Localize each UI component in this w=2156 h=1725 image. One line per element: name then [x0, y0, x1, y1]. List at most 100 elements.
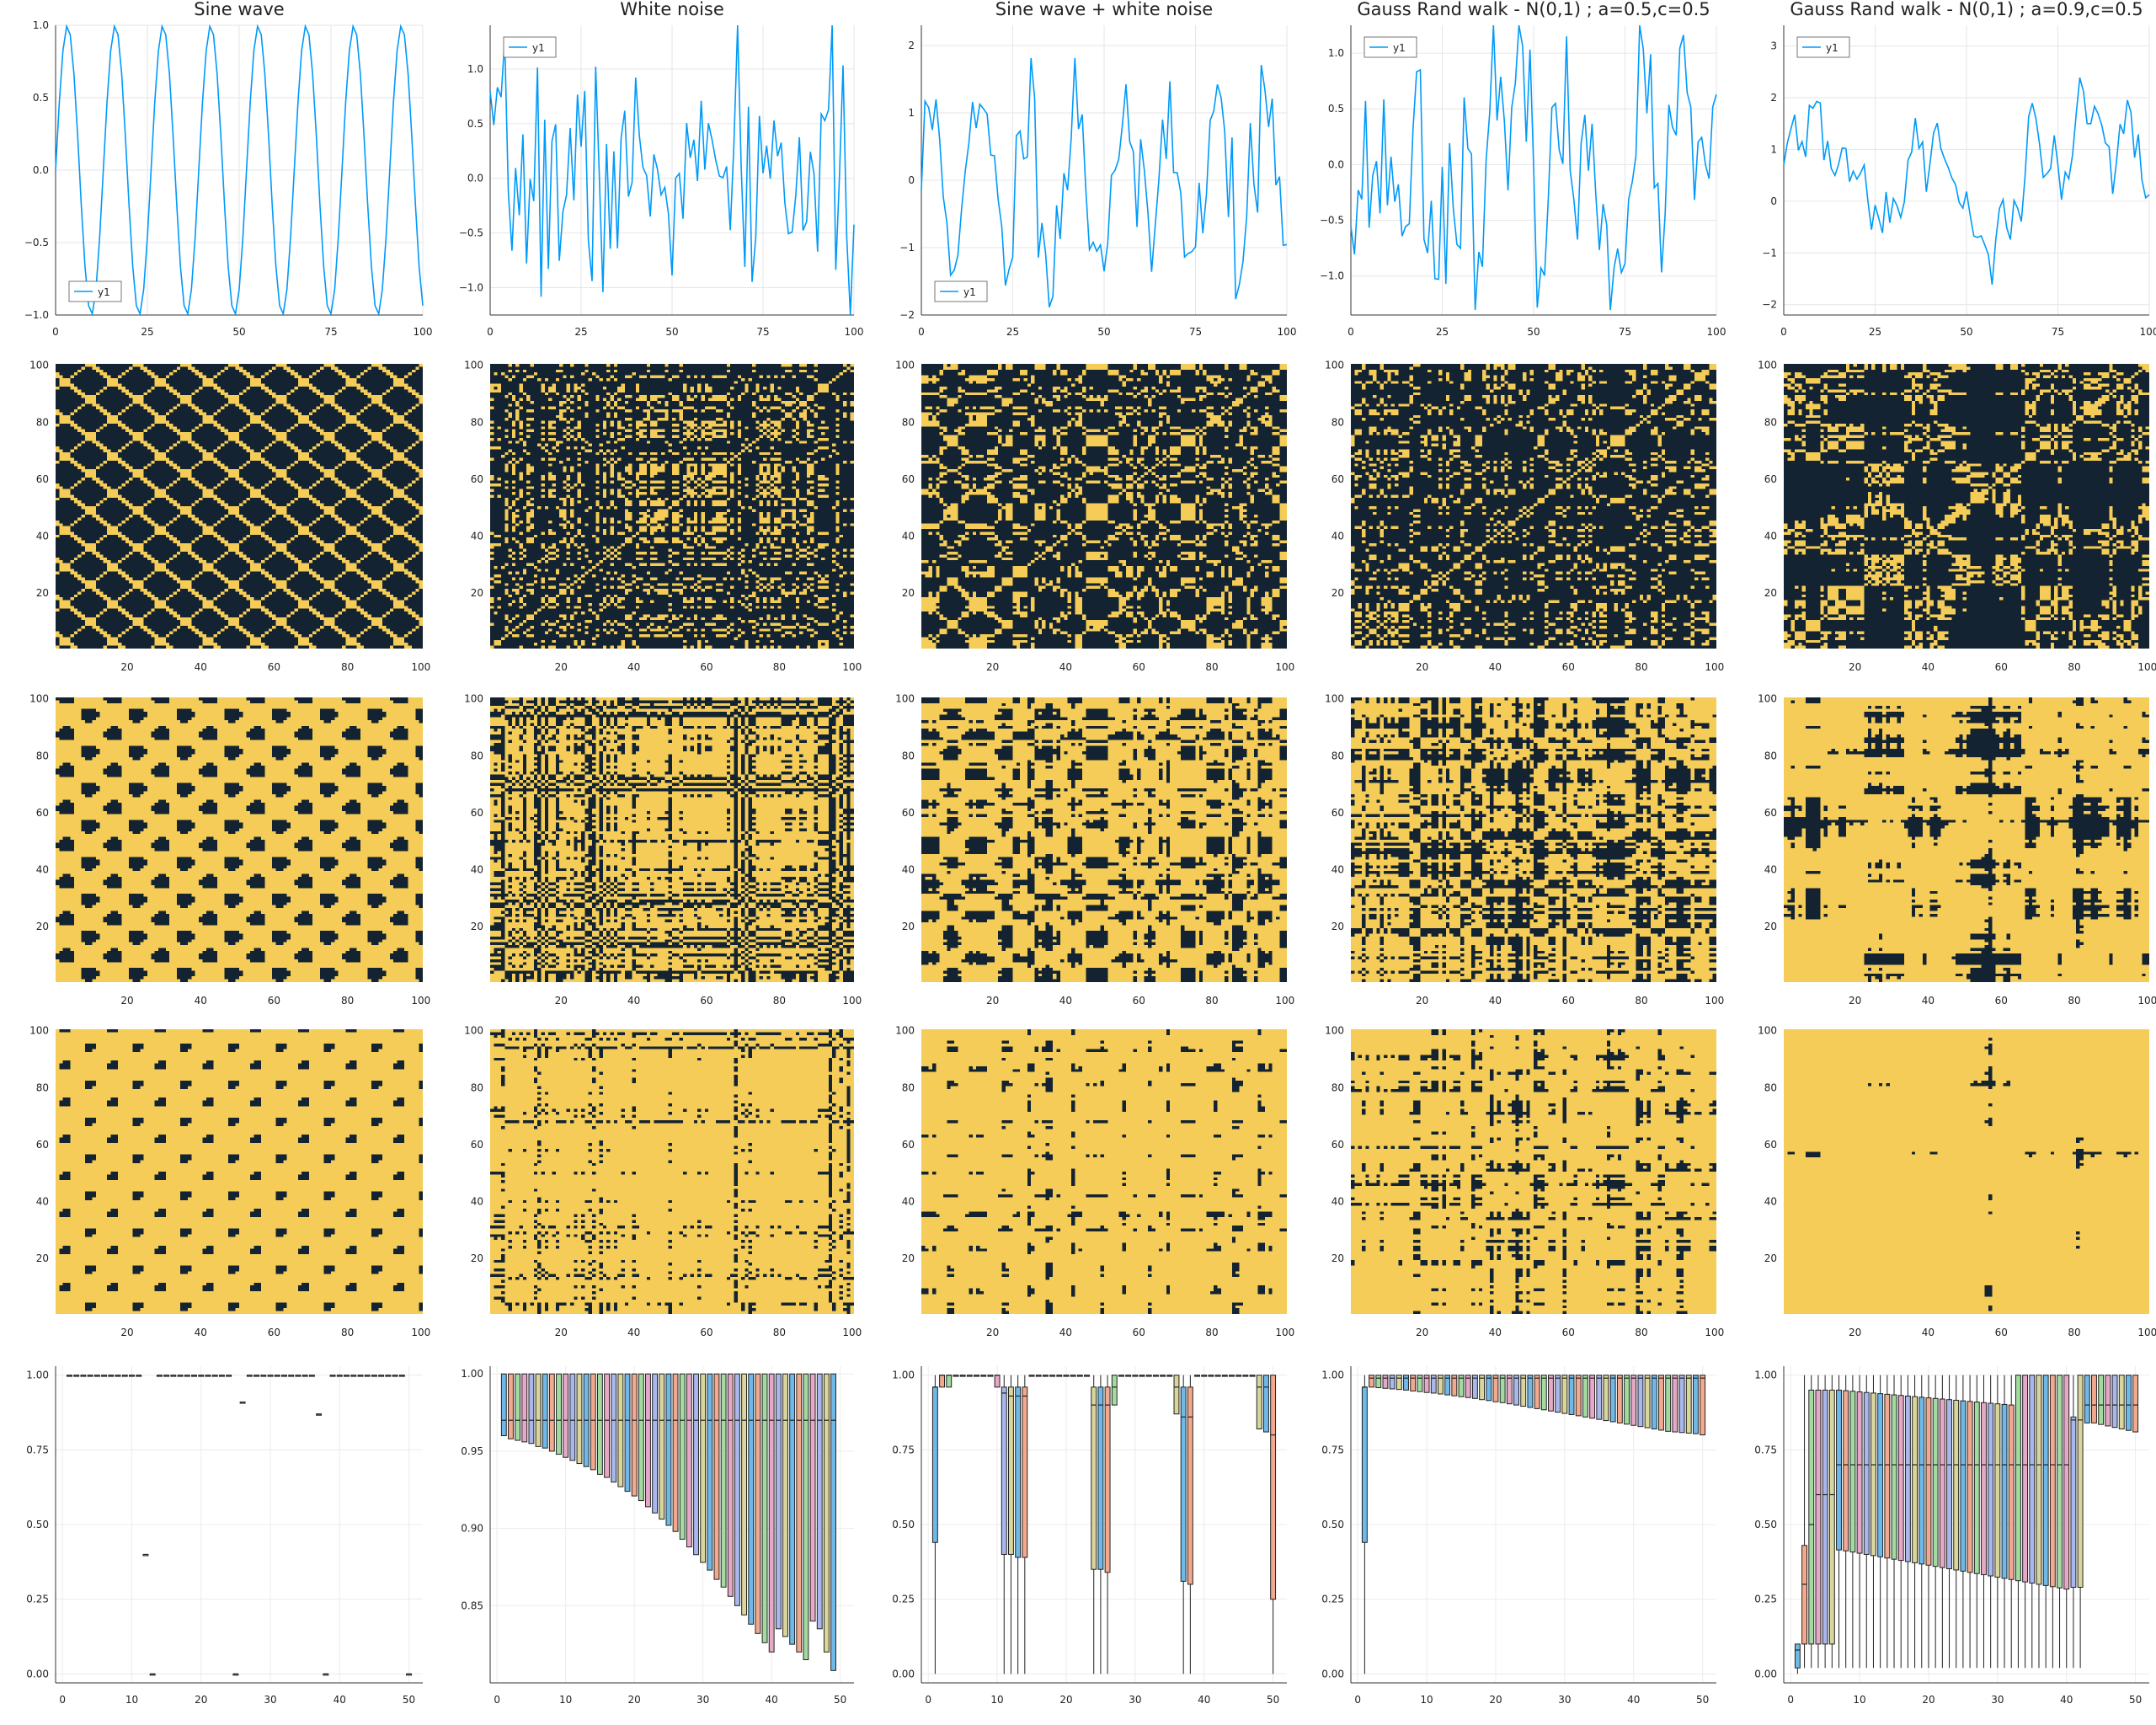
- x-tick-label: 100: [1275, 995, 1294, 1007]
- recurrence-heatmap-r2-c2: 20 40 60 80 100 20 40 60 80 100: [464, 360, 862, 673]
- x-tick-label: 0: [494, 1694, 500, 1706]
- y-tick-label: 20: [36, 921, 49, 932]
- x-tick-label: 0: [1354, 1694, 1361, 1706]
- x-tick-label: 100: [1705, 661, 1724, 673]
- y-tick-label: 100: [1325, 693, 1344, 705]
- box-22: [211, 1375, 218, 1377]
- box-10: [994, 1375, 1001, 1388]
- x-tick-label: 60: [1995, 661, 2008, 673]
- box-body: [1022, 1386, 1028, 1558]
- box-46: [1672, 1375, 1678, 1433]
- box-body: [638, 1373, 644, 1502]
- box-4: [521, 1373, 528, 1443]
- box-24: [659, 1373, 665, 1520]
- y-tick-label: 40: [471, 1195, 483, 1207]
- box-26: [1534, 1375, 1540, 1409]
- y-tick-label: 40: [1764, 1195, 1777, 1207]
- box-19: [1056, 1375, 1063, 1377]
- box-27: [1973, 1375, 1980, 1669]
- box-26: [1967, 1375, 1973, 1669]
- x-tick-label: 75: [1619, 326, 1631, 338]
- heatmap-background: [490, 1029, 854, 1314]
- box-body: [645, 1373, 651, 1508]
- box-42: [350, 1375, 357, 1377]
- box-body: [1180, 1386, 1187, 1582]
- box-body: [1410, 1375, 1417, 1391]
- y-tick-label: 1.0: [33, 19, 49, 31]
- box-41: [1637, 1375, 1644, 1428]
- x-tick-label: 60: [700, 995, 712, 1007]
- y-tick-label: 40: [1764, 530, 1777, 542]
- box-25: [1960, 1375, 1967, 1669]
- y-tick-label: 0.00: [892, 1668, 915, 1680]
- box-body: [1097, 1386, 1104, 1570]
- x-tick-label: 20: [1489, 1694, 1502, 1706]
- y-tick-label: 20: [1764, 587, 1777, 599]
- box-24: [1953, 1375, 1960, 1669]
- box-43: [1651, 1375, 1657, 1429]
- box-22: [1076, 1375, 1083, 1377]
- box-body: [1458, 1375, 1465, 1397]
- x-tick-label: 40: [334, 1694, 346, 1706]
- x-tick-label: 80: [1635, 995, 1647, 1007]
- box-11: [1001, 1375, 1007, 1674]
- box-body: [1665, 1375, 1672, 1432]
- box-body: [1548, 1375, 1554, 1412]
- x-tick-label: 50: [665, 326, 678, 338]
- box-body: [659, 1373, 665, 1520]
- x-tick-label: 40: [766, 1694, 778, 1706]
- y-tick-label: 20: [471, 587, 483, 599]
- y-tick-label: 0.50: [1321, 1519, 1344, 1530]
- box-body: [1678, 1375, 1685, 1434]
- x-tick-label: 40: [1627, 1694, 1640, 1706]
- x-tick-label: 100: [2137, 995, 2156, 1007]
- box-15: [1458, 1375, 1465, 1397]
- box-body: [1856, 1391, 1863, 1554]
- box-body: [1596, 1375, 1603, 1420]
- box-30: [700, 1373, 707, 1563]
- y-tick-label: 80: [36, 750, 49, 761]
- box-46: [1242, 1375, 1249, 1377]
- box-body: [2125, 1375, 2132, 1431]
- y-tick-label: 100: [1758, 1025, 1777, 1037]
- box-32: [713, 1373, 720, 1580]
- box-body: [1451, 1375, 1458, 1397]
- y-tick-label: 20: [1764, 921, 1777, 932]
- x-tick-label: 50: [1097, 326, 1110, 338]
- x-tick-label: 40: [627, 1327, 640, 1338]
- y-tick-label: 80: [1764, 750, 1777, 761]
- x-tick-label: 80: [1635, 661, 1647, 673]
- x-tick-label: 25: [1869, 326, 1881, 338]
- x-tick-label: 20: [555, 1327, 568, 1338]
- series-line-y1: [55, 24, 424, 317]
- y-tick-label: 0: [908, 174, 915, 186]
- box-body: [1877, 1393, 1884, 1557]
- box-7: [1836, 1375, 1842, 1669]
- box-body: [556, 1373, 562, 1455]
- box-20: [631, 1373, 638, 1497]
- y-tick-label: 80: [1764, 416, 1777, 428]
- box-5: [1389, 1375, 1396, 1390]
- box-37: [316, 1413, 323, 1416]
- chart-title: Gauss Rand walk - N(0,1) ; a=0.5,c=0.5: [1357, 0, 1710, 19]
- x-tick-label: 40: [1489, 1327, 1502, 1338]
- box-30: [1994, 1375, 2001, 1669]
- box-4: [1382, 1375, 1389, 1389]
- x-tick-label: 20: [1849, 661, 1861, 673]
- box-29: [1555, 1375, 1561, 1413]
- y-tick-label: 80: [1764, 1081, 1777, 1093]
- y-tick-label: 0: [1770, 195, 1777, 207]
- y-tick-label: 60: [36, 473, 49, 485]
- y-tick-label: 60: [1331, 473, 1344, 485]
- box-10: [129, 1375, 135, 1377]
- box-body: [1828, 1389, 1835, 1645]
- box-43: [2084, 1375, 2090, 1423]
- box-18: [1049, 1375, 1056, 1377]
- x-tick-label: 60: [1133, 1327, 1145, 1338]
- box-42: [2077, 1375, 2084, 1669]
- box-49: [1692, 1375, 1699, 1434]
- x-tick-label: 10: [125, 1694, 138, 1706]
- box-31: [707, 1373, 713, 1571]
- box-45: [371, 1375, 377, 1377]
- box-30: [267, 1375, 274, 1377]
